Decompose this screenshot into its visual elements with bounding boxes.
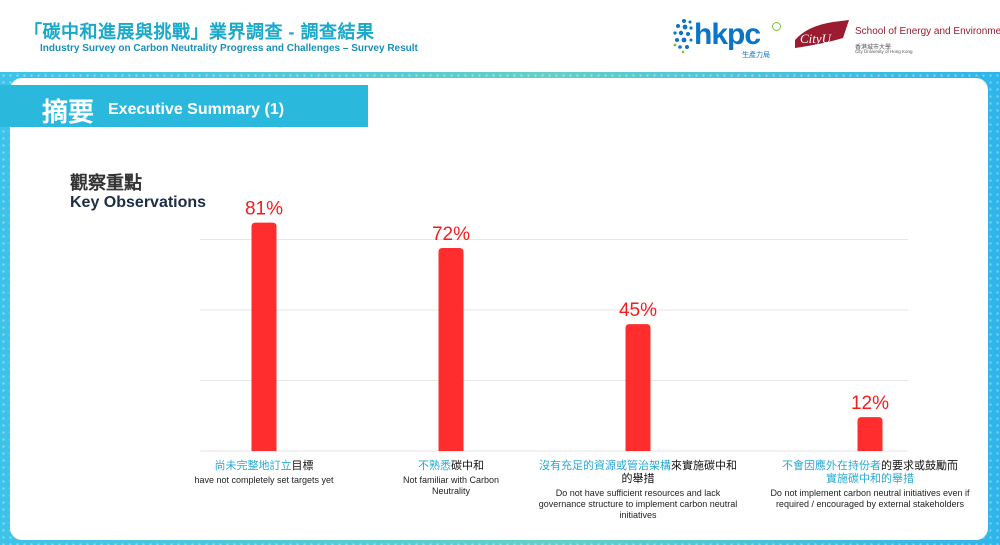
hkpc-cn-name: 生產力局	[742, 52, 770, 59]
category-label-cn-rest: 的要求或鼓勵而	[881, 460, 958, 472]
category-label-cn: 不會因應外在持份者的要求或鼓勵而 實施碳中和的舉措	[770, 460, 970, 486]
bar-3	[625, 324, 651, 451]
category-label-cn: 不熟悉碳中和	[391, 460, 511, 473]
observations-title-cn: 觀察重點	[70, 173, 142, 193]
hkpc-logo: hkpc 生產力局	[672, 12, 782, 62]
category-label-cn-highlight: 沒有充足的資源或管治架構	[539, 460, 671, 472]
observations-title-en: Key Observations	[70, 194, 207, 211]
bar-1	[251, 222, 277, 451]
section-banner	[0, 85, 368, 127]
page-title: 「碳中和進展與挑戰」業界調查 - 調查結果	[24, 22, 375, 42]
category-label-4: 不會因應外在持份者的要求或鼓勵而 實施碳中和的舉措 Do not implement…	[770, 460, 970, 510]
category-label-en: Do not have sufficient resources and lac…	[538, 488, 738, 520]
bar-2	[438, 247, 464, 451]
category-label-cn-highlight: 不會因應外在持份者	[782, 460, 881, 472]
value-label-3: 45%	[619, 300, 657, 321]
hkpc-ring-icon	[772, 22, 781, 31]
section-title-cn: 摘要	[42, 97, 95, 127]
category-label-cn-highlight: 尚未完整地訂立	[214, 460, 292, 472]
cityu-logo: CityU School of Energy and Environment 香…	[793, 18, 1000, 58]
category-label-cn-highlight-2: 實施碳中和的舉措	[826, 473, 914, 486]
category-label-en: Do not implement carbon neutral initiati…	[770, 488, 970, 510]
category-label-en: have not completely set targets yet	[194, 475, 334, 486]
content-card	[10, 78, 988, 540]
category-label-cn-rest: 來實施碳中和的舉措	[621, 460, 738, 486]
category-label-3: 沒有充足的資源或管治架構來實施碳中和的舉措 Do not have suffici…	[538, 460, 738, 521]
category-label-cn-highlight: 不熟悉	[418, 460, 451, 472]
page-subtitle: Industry Survey on Carbon Neutrality Pro…	[40, 43, 418, 54]
cityu-cn-name: 香港城市大學	[855, 45, 892, 51]
value-label-4: 12%	[851, 393, 889, 414]
category-label-cn-rest: 目標	[291, 460, 314, 472]
category-label-2: 不熟悉碳中和 Not familiar with Carbon Neutralit…	[391, 460, 511, 497]
value-label-1: 81%	[245, 199, 283, 220]
bar-4	[857, 417, 883, 451]
hkpc-wordmark: hkpc	[694, 18, 761, 51]
section-title-en: Executive Summary (1)	[108, 101, 285, 118]
category-label-1: 尚未完整地訂立目標 have not completely set targets…	[174, 460, 354, 486]
category-label-cn: 沒有充足的資源或管治架構來實施碳中和的舉措	[538, 460, 738, 486]
hkpc-dots-icon	[673, 19, 693, 54]
category-label-cn: 尚未完整地訂立目標	[174, 460, 354, 473]
cityu-school-name: School of Energy and Environment	[855, 26, 1000, 37]
cityu-badge-text: CityU	[800, 31, 833, 46]
cityu-badge-icon: CityU	[795, 20, 849, 48]
category-label-en: Not familiar with Carbon Neutrality	[402, 475, 500, 496]
cityu-en-name: City University of Hong Kong	[855, 49, 913, 54]
value-label-2: 72%	[432, 224, 470, 245]
category-label-cn-rest: 碳中和	[451, 460, 484, 472]
